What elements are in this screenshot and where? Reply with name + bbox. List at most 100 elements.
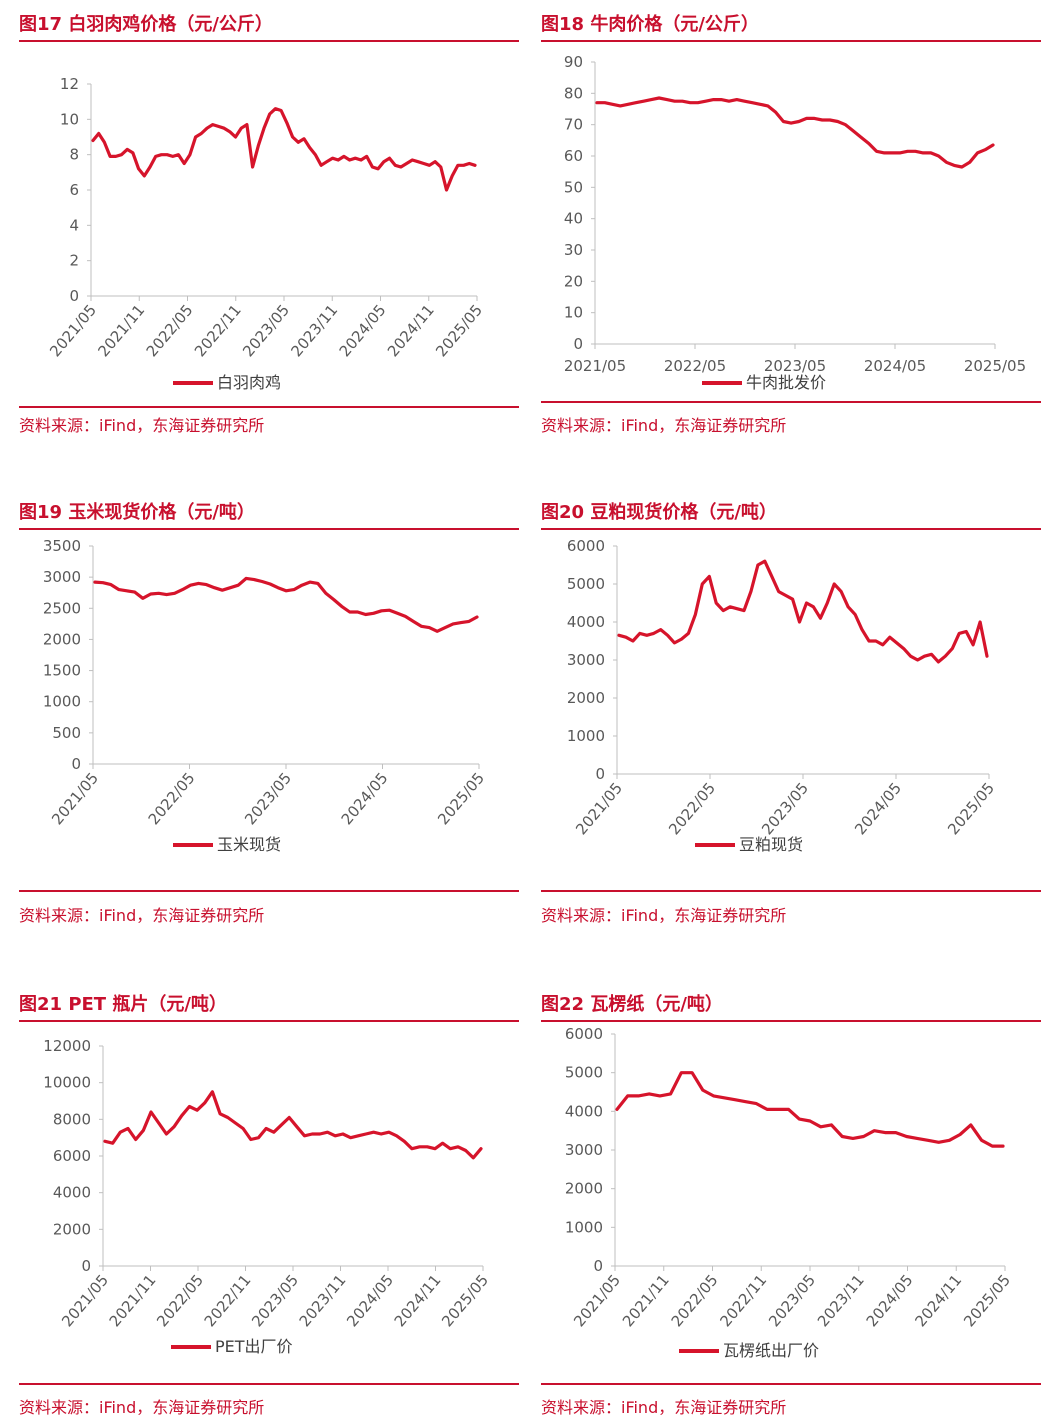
x-tick-label: 2025/05 bbox=[944, 779, 998, 838]
source-note: 资料来源：iFind，东海证券研究所 bbox=[541, 906, 787, 925]
source-note: 资料来源：iFind，东海证券研究所 bbox=[19, 906, 265, 925]
source-note: 资料来源：iFind，东海证券研究所 bbox=[541, 416, 787, 435]
y-tick-label: 80 bbox=[564, 84, 583, 102]
legend-label: 豆粕现货 bbox=[739, 835, 803, 854]
x-tick-label: 2024/05 bbox=[338, 769, 392, 828]
series-line bbox=[93, 576, 479, 633]
y-tick-label: 0 bbox=[81, 1257, 91, 1275]
chart-title: 图17 白羽肉鸡价格（元/公斤） bbox=[19, 14, 273, 35]
legend-label: 玉米现货 bbox=[217, 835, 281, 854]
x-tick-label: 2021/05 bbox=[48, 769, 102, 828]
y-tick-label: 2000 bbox=[43, 630, 81, 648]
line-chart-fig20: 0 1000 2000 3000 4000 5000 6000 2021/05 2022/05 2… bbox=[567, 537, 998, 854]
series-line bbox=[595, 96, 995, 169]
x-tick-label: 2022/11 bbox=[201, 1271, 255, 1330]
x-tick-label: 2023/05 bbox=[241, 769, 295, 828]
y-tick-label: 6000 bbox=[567, 537, 605, 555]
y-tick-label: 50 bbox=[564, 178, 583, 196]
line-chart-fig19: 0 500 1000 1500 2000 2500 3000 3500 2021/05 2022/… bbox=[43, 537, 488, 854]
x-tick-label: 2022/05 bbox=[665, 779, 719, 838]
title-rule bbox=[19, 1020, 519, 1022]
y-tick-label: 4000 bbox=[567, 613, 605, 631]
title-rule bbox=[19, 528, 519, 530]
y-tick-label: 90 bbox=[564, 53, 583, 71]
title-rule bbox=[541, 1020, 1041, 1022]
series-line bbox=[91, 107, 477, 192]
x-tick-label: 2021/05 bbox=[572, 779, 626, 838]
title-rule bbox=[19, 40, 519, 42]
x-tick-label: 2023/05 bbox=[764, 357, 826, 375]
x-tick-label: 2024/11 bbox=[911, 1271, 965, 1330]
y-tick-label: 10 bbox=[60, 110, 79, 128]
source-rule bbox=[19, 890, 519, 892]
chart-panel-fig17: 图17 白羽肉鸡价格（元/公斤） 0 2 4 6 8 10 12 2021/05 2021/11… bbox=[19, 10, 519, 440]
legend-label: 牛肉批发价 bbox=[746, 373, 826, 392]
y-tick-label: 0 bbox=[573, 335, 583, 353]
source-rule bbox=[19, 406, 519, 408]
series-line bbox=[617, 559, 989, 664]
line-chart-fig17: 0246810122021/052021/112022/052022/11202… bbox=[46, 75, 486, 392]
source-rule bbox=[541, 401, 1041, 403]
y-tick-label: 1000 bbox=[565, 1218, 603, 1236]
y-tick-label: 0 bbox=[593, 1257, 603, 1275]
y-tick-label: 1000 bbox=[43, 693, 81, 711]
y-tick-label: 6000 bbox=[53, 1147, 91, 1165]
source-note: 资料来源：iFind，东海证券研究所 bbox=[19, 1398, 265, 1417]
line-chart-fig21: 0 2000 4000 6000 8000 10000 12000 2021/052021/1… bbox=[43, 1037, 492, 1356]
x-tick-label: 2023/11 bbox=[296, 1271, 350, 1330]
x-tick-label: 2023/05 bbox=[239, 301, 293, 360]
x-tick-label: 2025/05 bbox=[432, 301, 486, 360]
y-tick-label: 6 bbox=[69, 181, 79, 199]
x-tick-label: 2025/05 bbox=[438, 1271, 492, 1330]
series-line bbox=[103, 1090, 483, 1160]
chart-panel-fig22: 图22 瓦楞纸（元/吨） 0 1000 2000 3000 4000 5000 6000 20… bbox=[541, 990, 1041, 1420]
x-tick-label: 2022/05 bbox=[143, 301, 197, 360]
y-tick-label: 2000 bbox=[565, 1180, 603, 1198]
legend-label: PET出厂价 bbox=[215, 1337, 293, 1356]
chart-title: 图22 瓦楞纸（元/吨） bbox=[541, 994, 723, 1015]
y-tick-label: 8000 bbox=[53, 1110, 91, 1128]
y-tick-label: 4 bbox=[69, 216, 79, 234]
x-tick-label: 2024/05 bbox=[851, 779, 905, 838]
y-tick-label: 3500 bbox=[43, 537, 81, 555]
source-rule bbox=[541, 890, 1041, 892]
source-note: 资料来源：iFind，东海证券研究所 bbox=[19, 416, 265, 435]
x-tick-label: 2024/11 bbox=[391, 1271, 445, 1330]
y-tick-label: 10 bbox=[564, 304, 583, 322]
y-tick-label: 3000 bbox=[43, 568, 81, 586]
y-tick-label: 0 bbox=[71, 755, 81, 773]
chart-title: 图19 玉米现货价格（元/吨） bbox=[19, 502, 255, 523]
legend-label: 瓦楞纸出厂价 bbox=[723, 1341, 819, 1360]
x-tick-label: 2025/05 bbox=[960, 1271, 1014, 1330]
y-tick-label: 0 bbox=[595, 765, 605, 783]
y-tick-label: 1000 bbox=[567, 727, 605, 745]
y-tick-label: 70 bbox=[564, 116, 583, 134]
y-tick-label: 10000 bbox=[43, 1074, 91, 1092]
y-tick-label: 2000 bbox=[53, 1220, 91, 1238]
x-tick-label: 2022/11 bbox=[716, 1271, 770, 1330]
line-chart-fig22: 01000200030004000500060002021/052021/112… bbox=[565, 1025, 1014, 1360]
y-tick-label: 6000 bbox=[565, 1025, 603, 1043]
x-tick-label: 2021/05 bbox=[58, 1271, 112, 1330]
x-tick-label: 2023/11 bbox=[814, 1271, 868, 1330]
x-tick-label: 2021/05 bbox=[564, 357, 626, 375]
chart-panel-fig18: 图18 牛肉价格（元/公斤） 0 10 20 30 40 50 60 70 80 90 2021/0… bbox=[541, 10, 1041, 440]
y-tick-label: 500 bbox=[52, 724, 81, 742]
y-tick-label: 2000 bbox=[567, 689, 605, 707]
x-tick-label: 2023/05 bbox=[248, 1271, 302, 1330]
y-tick-label: 1500 bbox=[43, 662, 81, 680]
x-tick-label: 2024/05 bbox=[864, 357, 926, 375]
y-tick-label: 0 bbox=[69, 287, 79, 305]
y-tick-label: 4000 bbox=[53, 1184, 91, 1202]
y-tick-label: 8 bbox=[69, 146, 79, 164]
y-tick-label: 3000 bbox=[567, 651, 605, 669]
y-tick-label: 30 bbox=[564, 241, 583, 259]
y-tick-label: 20 bbox=[564, 272, 583, 290]
y-tick-label: 5000 bbox=[567, 575, 605, 593]
x-tick-label: 2021/11 bbox=[94, 301, 148, 360]
title-rule bbox=[541, 528, 1041, 530]
x-tick-label: 2022/05 bbox=[668, 1271, 722, 1330]
x-tick-label: 2021/11 bbox=[619, 1271, 673, 1330]
x-tick-label: 2024/11 bbox=[384, 301, 438, 360]
y-tick-label: 12000 bbox=[43, 1037, 91, 1055]
